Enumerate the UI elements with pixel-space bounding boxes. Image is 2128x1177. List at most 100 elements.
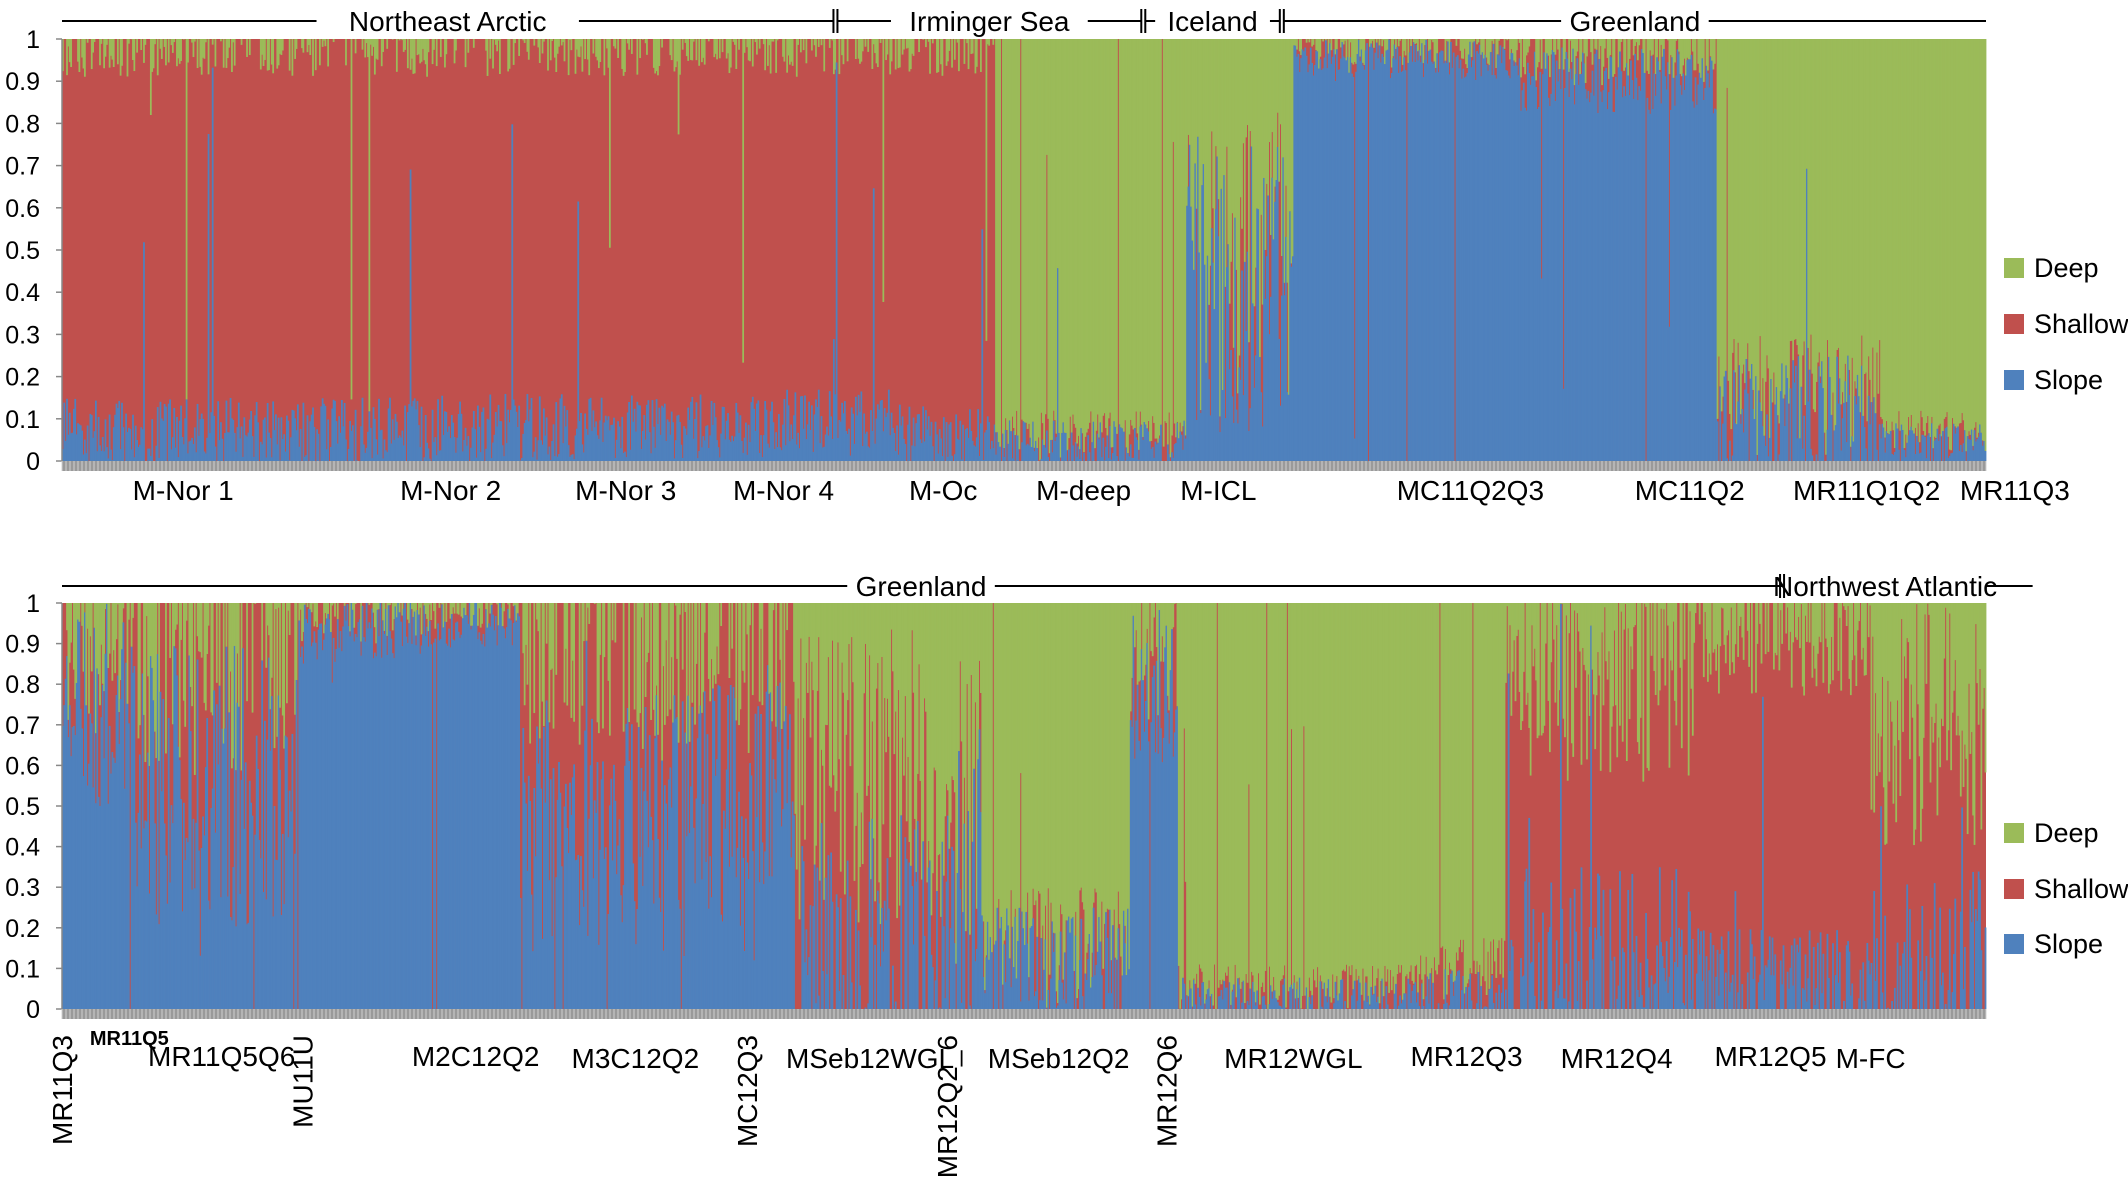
- bar-deep: [595, 39, 597, 57]
- bar-slope: [470, 629, 472, 1009]
- bar-deep: [78, 39, 81, 73]
- bar-deep: [1411, 603, 1414, 981]
- bar-slope: [1822, 388, 1825, 461]
- bar-deep: [890, 39, 893, 62]
- bar-deep: [1188, 603, 1191, 981]
- bar-slope: [707, 447, 710, 461]
- bar-slope: [780, 826, 783, 1009]
- bar-deep: [1381, 603, 1384, 979]
- bar-slope: [736, 847, 739, 1009]
- bar-slope: [127, 427, 130, 461]
- bar-slope: [1337, 1000, 1340, 1009]
- bar-slope: [1014, 916, 1017, 1009]
- bar-slope: [1140, 649, 1143, 1009]
- bar-deep: [1300, 39, 1302, 56]
- bar-deep: [1221, 39, 1224, 391]
- bar-slope: [1961, 452, 1964, 461]
- bar-deep: [479, 603, 482, 628]
- bar-slope: [189, 731, 192, 1009]
- bar-slope: [945, 422, 948, 461]
- bar-slope: [1465, 986, 1467, 1009]
- bar-slope: [192, 444, 195, 461]
- bar-deep: [905, 603, 908, 822]
- bar-deep: [1280, 603, 1283, 980]
- bar-deep: [167, 39, 170, 63]
- bar-slope: [600, 397, 603, 461]
- bar-slope: [488, 419, 490, 461]
- bar-deep: [200, 603, 203, 658]
- bar-slope: [534, 437, 537, 461]
- bar-slope: [761, 842, 764, 1009]
- bar-slope: [1030, 446, 1033, 461]
- bar-slope: [1573, 888, 1576, 1009]
- bar-deep: [323, 39, 325, 41]
- bar-slope: [291, 409, 294, 461]
- bar-slope: [1069, 932, 1072, 1009]
- bar-deep: [709, 603, 712, 702]
- bar-slope: [1433, 61, 1436, 462]
- bar-deep: [1812, 603, 1815, 646]
- bar-deep: [1250, 603, 1253, 972]
- bar-slope: [231, 920, 233, 1009]
- bar-deep: [332, 603, 335, 604]
- bar-slope: [1404, 70, 1407, 461]
- bar-slope: [599, 849, 602, 1009]
- bar-slope: [1463, 77, 1466, 461]
- bar-deep: [314, 39, 317, 71]
- bar-slope: [1030, 926, 1033, 1009]
- bar-slope: [1918, 453, 1921, 461]
- bar-deep: [1122, 39, 1125, 432]
- bar-deep: [1488, 603, 1491, 989]
- bar-deep: [1738, 603, 1741, 626]
- bar-deep: [1698, 603, 1701, 625]
- bar-slope: [1768, 936, 1771, 1009]
- bar-slope: [423, 457, 426, 461]
- bar-slope: [570, 454, 573, 461]
- bar-slope: [756, 403, 758, 461]
- bar-slope: [1265, 256, 1268, 461]
- bar-deep: [628, 39, 630, 50]
- bar-deep: [1866, 39, 1869, 422]
- bar-slope: [772, 422, 775, 461]
- bar-deep: [1570, 39, 1573, 63]
- bar-deep: [1243, 603, 1246, 1004]
- bar-deep: [1143, 603, 1146, 676]
- bar-slope: [1146, 643, 1149, 1009]
- bar-deep: [978, 603, 981, 661]
- bar-slope: [1649, 113, 1652, 461]
- bar-deep: [1443, 603, 1445, 1000]
- bar-slope: [1944, 428, 1947, 461]
- bar-deep: [1517, 603, 1520, 630]
- bar-deep: [206, 603, 209, 654]
- bar-slope: [1635, 935, 1638, 1009]
- bar-slope: [1040, 938, 1043, 1009]
- bar-deep: [960, 603, 963, 742]
- bar-deep: [136, 39, 138, 53]
- bar-slope: [651, 400, 654, 461]
- bar-slope: [1195, 420, 1198, 461]
- bar-deep: [417, 39, 420, 55]
- bar-deep: [1980, 39, 1983, 433]
- bar-slope: [450, 414, 453, 461]
- bar-slope: [361, 397, 364, 461]
- bar-slope: [1015, 435, 1018, 461]
- bar-deep: [89, 603, 92, 637]
- bar-deep: [1371, 603, 1374, 967]
- bar-deep: [966, 39, 969, 44]
- bar-deep: [1096, 39, 1099, 415]
- bar-deep: [1694, 39, 1697, 71]
- bar-slope: [1738, 365, 1741, 461]
- bar-deep: [533, 603, 536, 714]
- bar-deep: [233, 39, 236, 66]
- bar-deep: [555, 603, 558, 675]
- bar-slope: [1276, 1002, 1279, 1009]
- bar-slope: [791, 438, 794, 461]
- bar-slope: [340, 651, 343, 1009]
- bar-slope: [1550, 882, 1553, 1009]
- bar-slope: [532, 457, 534, 461]
- bar-deep: [1601, 39, 1603, 86]
- bar-deep: [1177, 39, 1180, 439]
- bar-deep: [503, 603, 505, 612]
- population-mr11q3: [62, 603, 84, 1009]
- bar-slope: [553, 456, 556, 461]
